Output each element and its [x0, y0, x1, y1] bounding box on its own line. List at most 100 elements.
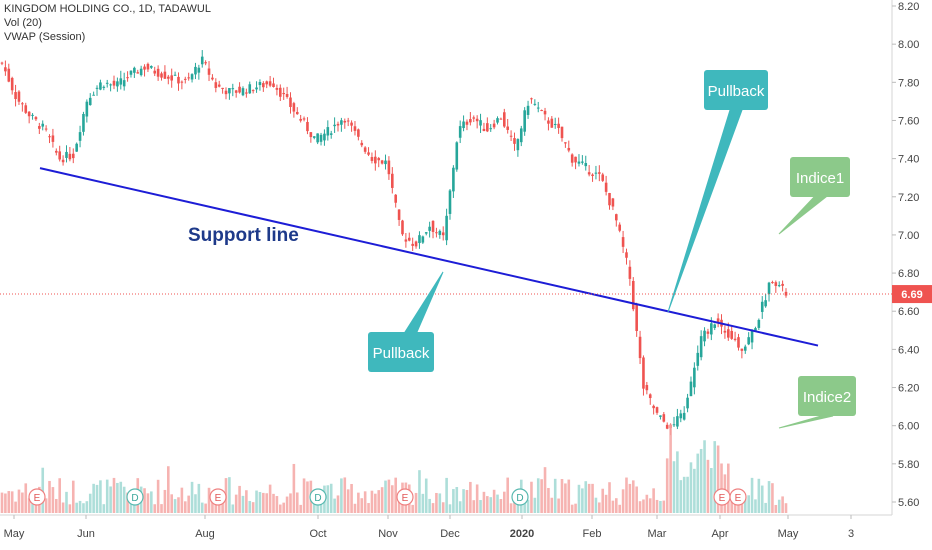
candle-body: [598, 172, 601, 174]
marker-label: E: [215, 493, 222, 504]
candle-body: [513, 138, 516, 144]
candle-body: [329, 133, 333, 135]
volume-bar: [187, 495, 190, 513]
volume-bar: [302, 478, 306, 513]
candle-body: [153, 70, 157, 74]
candle-body: [774, 282, 778, 286]
candle-body: [737, 337, 740, 348]
price-tick-label: 7.00: [898, 230, 919, 242]
candle-body: [750, 329, 754, 343]
candle-body: [177, 76, 180, 84]
earnings-marker[interactable]: [729, 488, 747, 506]
volume-bar: [319, 502, 323, 513]
candle-body: [24, 105, 28, 113]
candle-body: [214, 82, 218, 88]
time-tick-label: 2020: [510, 528, 534, 540]
volume-bar: [306, 481, 309, 513]
volume-bar: [245, 490, 248, 513]
price-tick-label: 6.40: [898, 344, 919, 356]
volume-bar: [105, 479, 109, 513]
candle-body: [526, 105, 530, 115]
indicator-volume[interactable]: Vol (20): [4, 17, 42, 29]
price-tick-label: 5.60: [898, 497, 919, 509]
volume-bar: [452, 489, 455, 513]
volume-bar: [27, 498, 31, 513]
candle-body: [533, 103, 537, 105]
volume-bar: [133, 500, 136, 513]
volume-bar: [167, 466, 170, 513]
volume-bar: [24, 483, 28, 513]
candle-body: [275, 87, 279, 90]
candle-body: [200, 56, 204, 65]
candle-body: [397, 209, 401, 220]
volume-bar: [496, 494, 499, 513]
volume-bar: [747, 495, 750, 513]
price-tick-label: 5.80: [898, 459, 919, 471]
dividend-marker[interactable]: [309, 488, 327, 506]
volume-bar: [200, 502, 204, 513]
candle-body: [255, 87, 258, 90]
candle-body: [122, 80, 126, 87]
candle-body: [17, 91, 21, 102]
time-tick-label: May: [778, 528, 799, 540]
candle-body: [65, 151, 68, 158]
volume-bar: [652, 488, 655, 513]
candle-body: [197, 67, 201, 73]
candle-body: [594, 172, 598, 174]
candle-body: [268, 81, 272, 86]
volume-bar: [767, 481, 771, 513]
time-tick-label: Jun: [77, 528, 95, 540]
price-tick-label: 6.00: [898, 421, 919, 433]
earnings-marker[interactable]: [396, 488, 414, 506]
volume-bar: [343, 477, 347, 513]
volume-bar: [469, 481, 472, 513]
volume-bar: [153, 504, 157, 513]
volume-bar: [655, 499, 659, 513]
indice2-callout-box: [798, 376, 856, 416]
volume-bar: [177, 497, 180, 513]
volume-bar: [642, 499, 645, 513]
volume-bar: [489, 497, 493, 513]
candle-body: [173, 74, 177, 76]
candle-body: [638, 336, 642, 359]
candle-body: [672, 424, 676, 426]
symbol-title: KINGDOM HOLDING CO., 1D, TADAWUL: [4, 3, 211, 15]
volume-bar: [85, 501, 89, 513]
volume-bar: [221, 502, 224, 513]
pullback-callout-2-pointer: [667, 109, 743, 313]
volume-bar: [462, 489, 465, 513]
volume-bar: [499, 499, 503, 513]
volume-bar: [150, 491, 153, 513]
candle-body: [258, 82, 262, 86]
time-tick-label: May: [4, 528, 25, 540]
candle-body: [679, 413, 683, 419]
candle-body: [133, 67, 136, 73]
volume-bar: [265, 493, 269, 513]
volume-bar: [391, 485, 394, 513]
candle-body: [662, 414, 666, 422]
earnings-marker[interactable]: [209, 488, 227, 506]
volume-bar: [438, 493, 442, 513]
candle-body: [665, 424, 669, 429]
volume-bar: [441, 502, 445, 513]
candle-body: [51, 135, 55, 142]
volume-bar: [55, 498, 58, 513]
candle-body: [777, 285, 781, 287]
dividend-marker[interactable]: [126, 488, 144, 506]
volume-bar: [604, 494, 608, 513]
candle-body: [170, 75, 173, 81]
volume-bar: [295, 492, 299, 513]
candle-body: [323, 133, 326, 141]
volume-bar: [713, 441, 717, 513]
indicator-vwap[interactable]: VWAP (Session): [4, 31, 86, 43]
candle-body: [479, 120, 482, 126]
candle-body: [764, 300, 767, 307]
volume-bar: [536, 478, 540, 513]
candle-body: [615, 214, 618, 221]
volume-bar: [258, 491, 262, 513]
volume-bar: [628, 483, 632, 513]
candle-body: [686, 397, 689, 409]
dividend-marker[interactable]: [511, 488, 529, 506]
earnings-marker[interactable]: [28, 488, 46, 506]
